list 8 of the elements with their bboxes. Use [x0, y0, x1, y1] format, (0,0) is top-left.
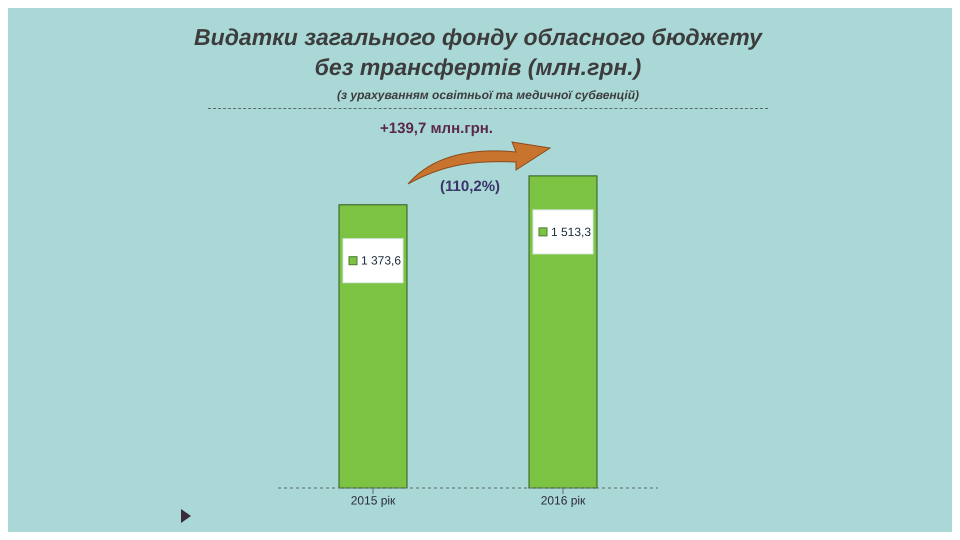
annotation: (110,2%) — [440, 178, 500, 195]
chart-subtitle: (з урахуванням освітньої та медичної субвенцій) — [208, 88, 768, 109]
x-tick-label: 2016 рік — [540, 494, 586, 508]
x-tick-label: 2015 рік — [350, 494, 396, 508]
data-label: 1 373,6 — [361, 254, 402, 268]
text: +139,7 млн.грн. — [380, 120, 493, 137]
chart-title: Видатки загального фонду обласного бюджету без трансфертів (млн.грн.) — [193, 23, 764, 82]
data-label: 1 513,3 — [551, 224, 592, 239]
